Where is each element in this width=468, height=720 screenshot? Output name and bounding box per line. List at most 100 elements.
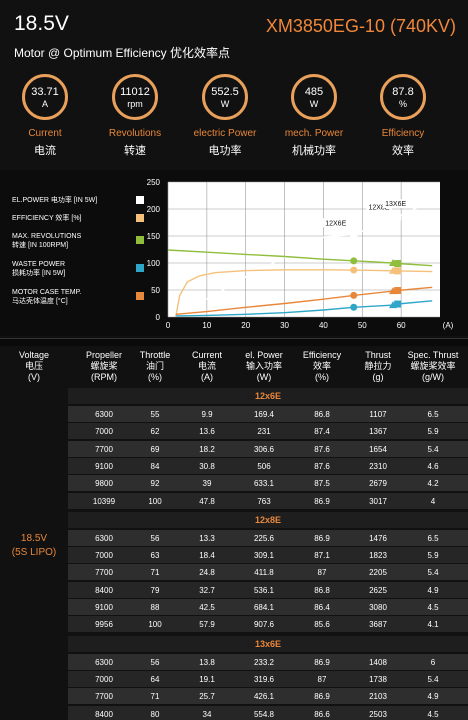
table-cell: 9956	[95, 620, 113, 630]
x-tick-label: 50	[358, 321, 367, 330]
legend-item: MAX. REVOLUTIONS 转速 [IN 100RPM]	[12, 232, 144, 250]
table-cell: 7700	[95, 444, 113, 454]
column-header-cn: 电压	[24, 361, 43, 371]
table-cell: 3017	[369, 496, 387, 506]
table-row: 9100 88 42.5 684.1 86.4 3080 4.5	[68, 599, 468, 615]
table-row: 9800 92 39 633.1 87.5 2679 4.2	[68, 475, 468, 492]
table-row: 7700 69 18.2 306.6 87.6 1654 5.4	[68, 440, 468, 457]
table-cell: 2679	[369, 479, 387, 489]
table-cell: 9800	[95, 479, 113, 489]
table-cell: 86.8	[314, 585, 330, 595]
table-row: 8400 80 34 554.8 86.6 2503 4.5	[68, 705, 468, 720]
table-cell: 80	[150, 709, 160, 719]
legend-label-cn: 马达壳体温度 [°C]	[12, 298, 68, 305]
table-group-row: 12x8E	[68, 511, 468, 528]
metric-label-cn: 转速	[124, 145, 146, 157]
metric-label: Revolutions	[108, 128, 162, 139]
column-header-cn: 静拉力	[364, 361, 392, 371]
metric-label: mech. Power	[284, 128, 344, 139]
table-cell: 7000	[95, 674, 113, 684]
legend-item: MOTOR CASE TEMP. 马达壳体温度 [°C]	[12, 288, 144, 306]
metric-row: 33.71 A Current 电流 11012 rpm Revolutions 转速 552.…	[0, 74, 468, 164]
table-cell: 55	[150, 410, 160, 419]
table-cell: 426.1	[253, 692, 275, 702]
legend-item: WASTE POWER 损耗功率 [IN 5W]	[12, 260, 144, 278]
marker-label-bg	[365, 202, 392, 212]
data-point	[394, 213, 402, 221]
voltage-value: 18.5V	[20, 533, 48, 544]
table-cell: 87.1	[314, 551, 330, 561]
table-cell: 1738	[369, 674, 387, 684]
table-cell: 87.5	[314, 479, 330, 489]
x-tick-label: 40	[319, 321, 328, 330]
y-tick-label: 200	[147, 205, 161, 214]
x-tick-label: 60	[397, 321, 406, 330]
table-cell: 34	[202, 709, 212, 719]
metric-unit: W	[309, 99, 319, 109]
table-cell: 4.5	[427, 603, 439, 612]
column-header-en: el. Power	[245, 350, 283, 360]
table-row: 6300 55 9.9 169.4 86.8 1107 6.5	[68, 406, 468, 422]
table-cell: 6.5	[427, 410, 439, 419]
data-point	[350, 291, 358, 299]
table-cell: 9.9	[201, 410, 213, 419]
table-cell: 8400	[95, 585, 113, 595]
column-header-unit: (W)	[256, 372, 272, 382]
voltage-column: 18.5V (5S LIPO)	[0, 388, 68, 720]
data-point	[350, 266, 358, 274]
table-cell: 18.2	[199, 444, 215, 454]
table-cell: 25.7	[199, 692, 215, 702]
marker-label-bg	[322, 218, 349, 228]
table-cell: 411.8	[254, 568, 274, 578]
table-cell: 24.8	[199, 568, 215, 578]
table-cell: 87	[317, 568, 327, 578]
table-cell: 1107	[369, 410, 387, 419]
y-tick-label: 250	[147, 178, 161, 187]
table-cell: 13.6	[199, 427, 215, 437]
table-cell: 3080	[369, 603, 387, 612]
column-header-cn: 输入功率	[245, 361, 282, 371]
column-header-unit: (%)	[148, 372, 162, 382]
table-cell: 5.4	[427, 444, 439, 454]
y-tick-label: 100	[147, 259, 161, 268]
table-cell: 56	[150, 657, 160, 667]
x-tick-label: 0	[166, 321, 171, 330]
table-cell: 32.7	[199, 585, 215, 595]
propeller-group-label: 12x8E	[254, 514, 282, 525]
legend-label: WASTE POWER	[12, 261, 66, 268]
metric-unit: rpm	[127, 99, 143, 109]
table-cell: 2503	[369, 709, 387, 719]
column-header-unit: (V)	[28, 372, 40, 382]
table-cell: 4.9	[427, 692, 439, 702]
header: 18.5V XM3850EG-10 (740KV) Motor @ Optimu…	[0, 0, 468, 70]
table-cell: 8400	[95, 709, 113, 719]
table-cell: 536.1	[253, 585, 275, 595]
data-point	[350, 257, 358, 265]
column-header: Spec. Thrust 螺旋桨效率 (g/W)	[398, 350, 468, 383]
table-group-row: 13x6E	[68, 635, 468, 652]
subtitle: Motor @ Optimum Efficiency 优化效率点	[14, 46, 231, 60]
table-cell: 57.9	[199, 620, 215, 630]
table-cell: 907.6	[253, 620, 275, 630]
table-cell: 3687	[369, 620, 387, 630]
metric-ring: 552.5 W	[202, 74, 248, 120]
x-tick-label: 30	[280, 321, 289, 330]
model-title: XM3850EG-10 (740KV)	[265, 16, 456, 36]
metric-label: Efficiency	[381, 128, 425, 139]
column-header: Current 电流 (A)	[172, 350, 242, 383]
table-cell: 39	[202, 479, 212, 489]
column-header-unit: (g)	[372, 372, 384, 382]
table-cell: 13.3	[199, 533, 215, 543]
data-point	[394, 287, 402, 295]
column-header: Thrust 静拉力 (g)	[343, 350, 413, 383]
table-row: 7000 62 13.6 231 87.4 1367 5.9	[68, 423, 468, 440]
table-cell: 554.8	[253, 709, 275, 719]
metric-value: 485	[304, 86, 324, 98]
table-cell: 4.1	[427, 620, 439, 630]
marker-label: 13X6E	[385, 201, 406, 208]
table-row: 8400 79 32.7 536.1 86.8 2625 4.9	[68, 581, 468, 598]
table-cell: 309.1	[253, 551, 275, 561]
table-cell: 71	[150, 692, 160, 702]
table-cell: 2103	[369, 692, 387, 702]
